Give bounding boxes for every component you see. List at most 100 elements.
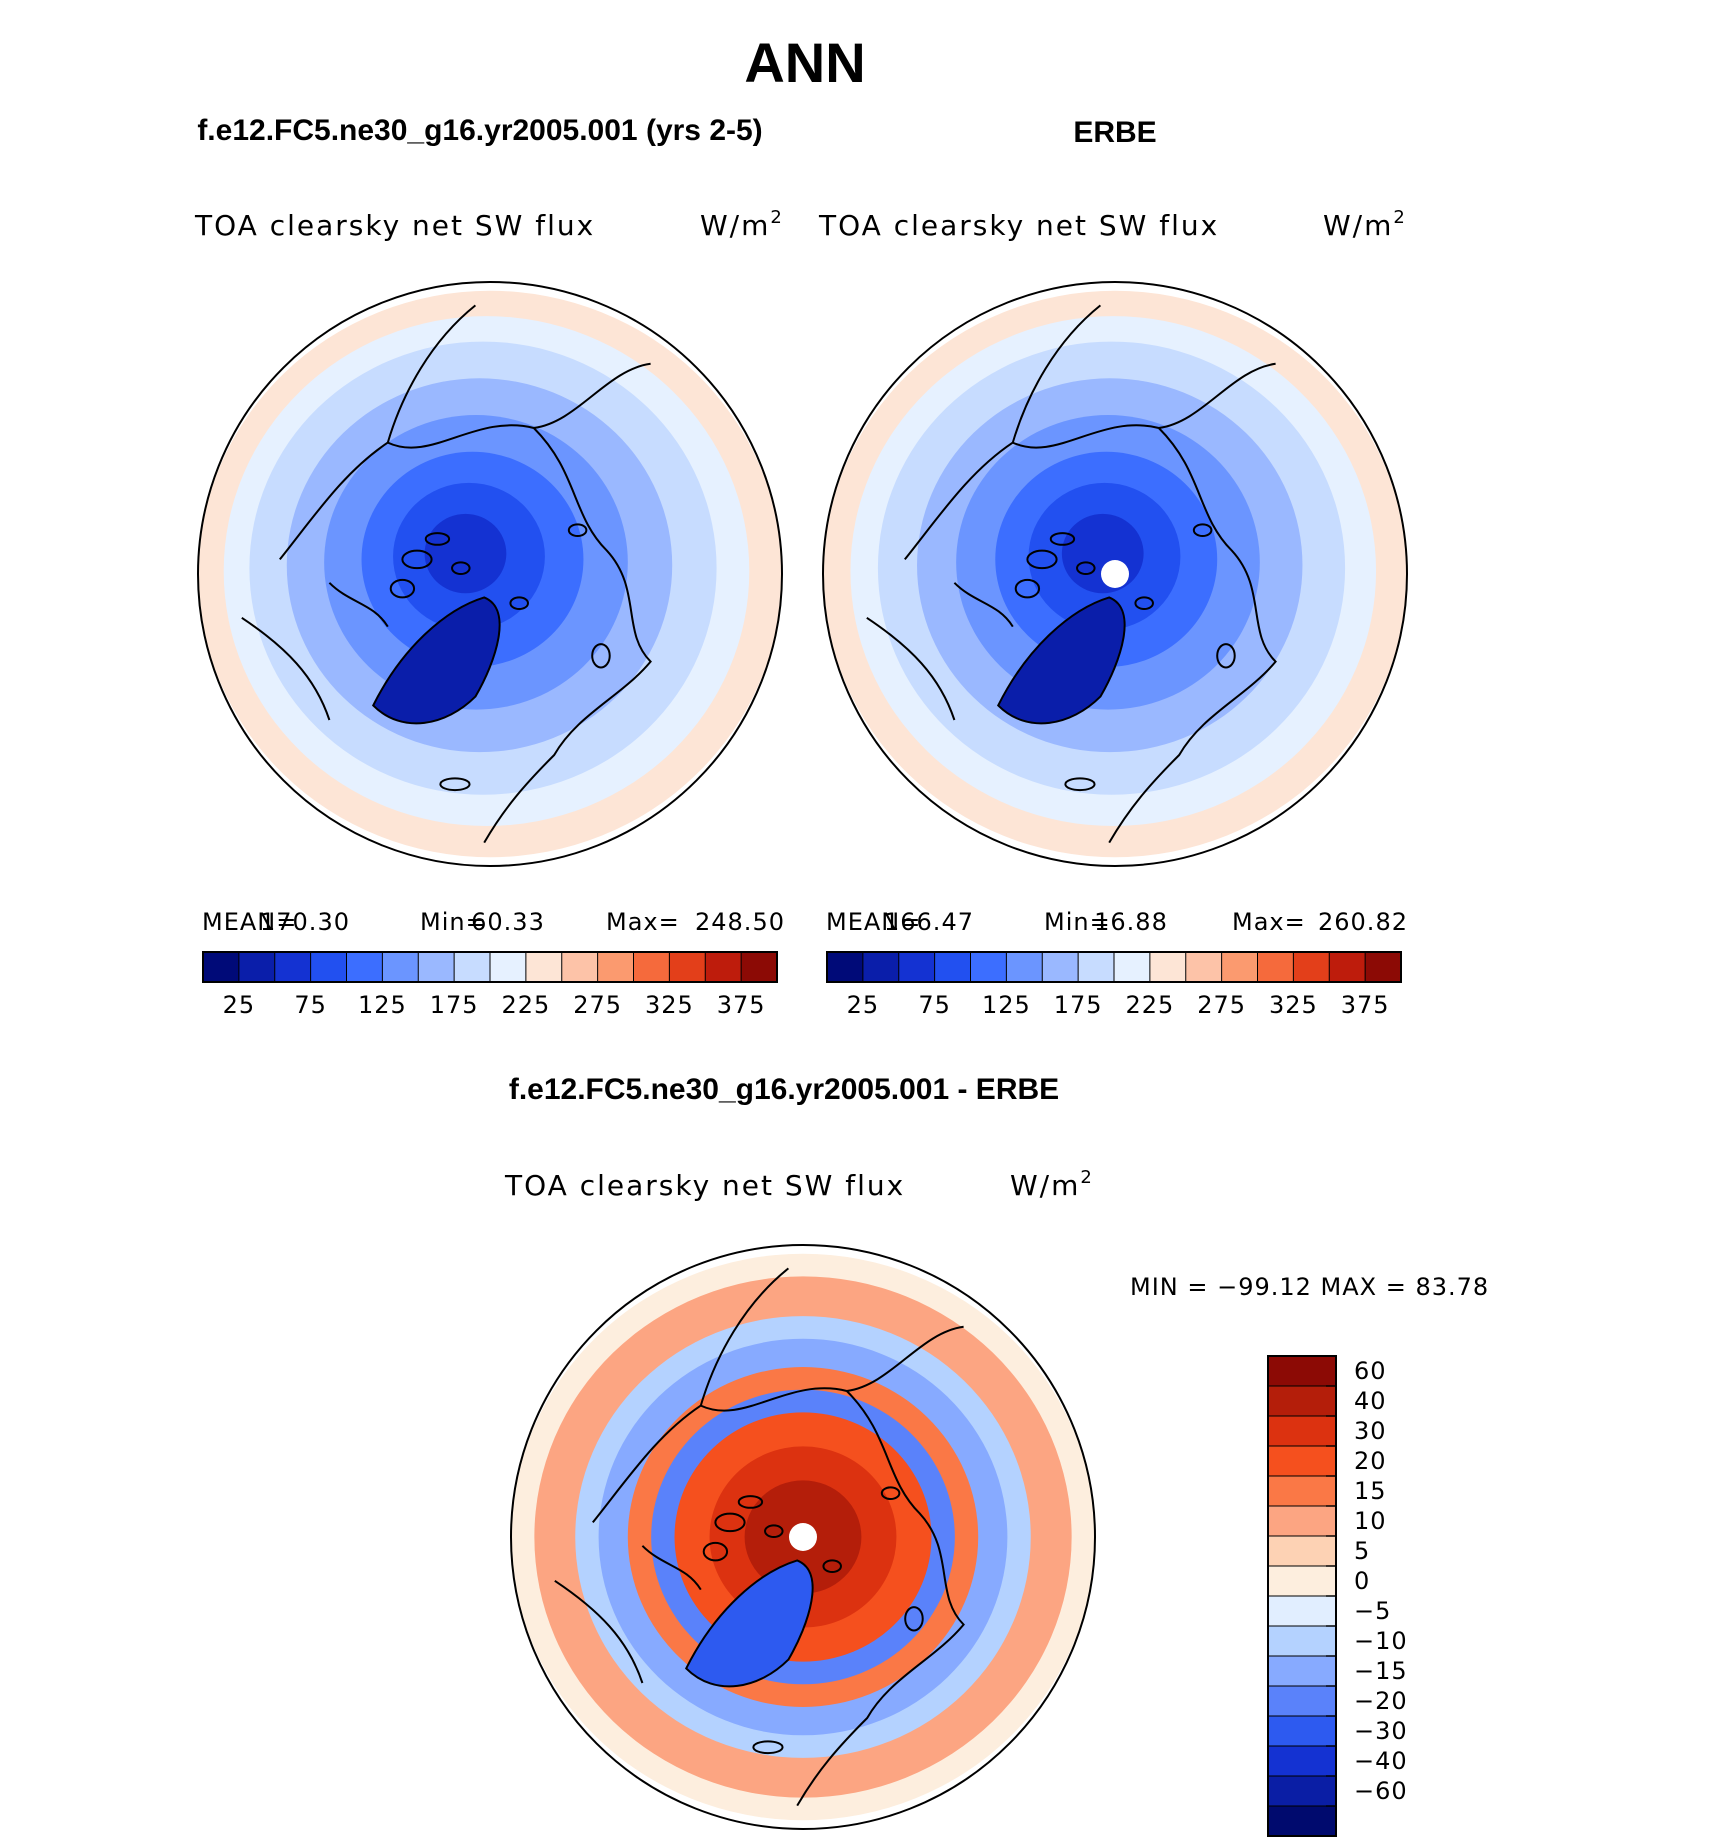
colorbar-tick-label: 30 — [1354, 1417, 1387, 1445]
coastline-island — [714, 1512, 746, 1533]
colorbar-swatch — [633, 951, 671, 983]
colorbar-swatch — [1267, 1595, 1337, 1627]
coastline — [279, 304, 652, 844]
coastline-island — [567, 523, 588, 538]
colorbar-tick-label: 0 — [1354, 1567, 1370, 1595]
colorbar-swatch — [561, 951, 599, 983]
colorbar-swatch — [1267, 1565, 1337, 1597]
colorbar-swatch — [1267, 1475, 1337, 1507]
colorbar-tick-label: −40 — [1354, 1747, 1408, 1775]
colorbar-swatch — [1267, 1385, 1337, 1417]
colorbar-tick-label: 10 — [1354, 1507, 1387, 1535]
coastline — [904, 304, 1277, 844]
coastline-island — [439, 777, 471, 792]
colorbar-swatch — [238, 951, 276, 983]
colorbar-swatch — [1041, 951, 1080, 983]
min-label: Min= — [1044, 908, 1111, 936]
greenland-region — [373, 597, 500, 724]
colorbar-tick-label: −15 — [1354, 1657, 1408, 1685]
colorbar-tick-label: −5 — [1354, 1597, 1391, 1625]
polar-map-2 — [823, 290, 1407, 858]
coastline-island — [764, 1524, 784, 1539]
coastline-island — [1014, 578, 1041, 599]
polar-map-3 — [511, 1253, 1095, 1821]
colorbar-tick-label: 15 — [1354, 1477, 1387, 1505]
colorbar-tick-label: 175 — [1054, 991, 1103, 1019]
colorbar-tick-label: 325 — [1269, 991, 1318, 1019]
min-value: 60.33 — [471, 908, 545, 936]
colorbar-tick-label: 125 — [982, 991, 1031, 1019]
coastline — [592, 1267, 965, 1807]
colorbar-swatch — [1257, 951, 1295, 983]
units-label: W/m2 — [1323, 207, 1407, 242]
colorbar-swatch — [668, 951, 707, 983]
coastline — [241, 582, 389, 721]
colorbar-swatch — [417, 951, 456, 983]
colorbar-tick-label: 60 — [1354, 1357, 1387, 1385]
polar-map-1 — [198, 290, 782, 858]
coastline — [996, 596, 1126, 725]
coastline-island — [401, 549, 433, 570]
variable-label: TOA clearsky net SW flux — [194, 209, 595, 242]
max-value: 248.50 — [695, 908, 785, 936]
colorbar-swatch — [310, 951, 348, 983]
colorbar-swatch — [1328, 951, 1367, 983]
colorbar-tick-label: 225 — [1125, 991, 1174, 1019]
colorbar-swatch — [740, 951, 778, 983]
coastline-island — [1076, 561, 1096, 575]
units-label: W/m2 — [1010, 1167, 1094, 1202]
min-label: Min= — [420, 908, 487, 936]
variable-label: TOA clearsky net SW flux — [818, 209, 1219, 242]
variable-label: TOA clearsky net SW flux — [504, 1169, 905, 1202]
coastline-island — [822, 1559, 842, 1574]
max-value: 260.82 — [1318, 908, 1408, 936]
colorbar-tick-label: 225 — [501, 991, 550, 1019]
colorbar-tick-label: 25 — [223, 991, 256, 1019]
mean-value: 170.30 — [260, 908, 350, 936]
coastline-island — [1134, 596, 1154, 611]
colorbar-swatch — [1267, 1355, 1337, 1387]
colorbar-swatch — [1364, 951, 1402, 983]
colorbar-swatch — [934, 951, 972, 983]
panel-title-1: f.e12.FC5.ne30_g16.yr2005.001 (yrs 2-5) — [197, 114, 762, 147]
colorbar-tick-label: 375 — [1341, 991, 1390, 1019]
colorbar-swatch — [274, 951, 312, 983]
colorbar-swatch — [1267, 1625, 1337, 1657]
coastline-island — [389, 578, 416, 599]
colorbar-swatch — [1185, 951, 1223, 983]
colorbar-swatch — [862, 951, 900, 983]
colorbar-swatch — [1005, 951, 1044, 983]
coastline — [371, 596, 501, 725]
colorbar-swatch — [704, 951, 743, 983]
colorbar-swatch — [1267, 1745, 1337, 1777]
colorbar-swatch — [1267, 1415, 1337, 1447]
units-label: W/m2 — [700, 207, 784, 242]
colorbar-swatch — [898, 951, 936, 983]
colorbar-tick-label: 325 — [645, 991, 694, 1019]
colorbar-swatch — [453, 951, 491, 983]
coastline — [866, 582, 1014, 721]
colorbar-swatch — [826, 951, 864, 983]
coastline-island — [509, 596, 529, 611]
colorbar-swatch — [1267, 1505, 1337, 1537]
colorbar-tick-label: 20 — [1354, 1447, 1387, 1475]
colorbar-tick-label: −60 — [1354, 1777, 1408, 1805]
min-value: 16.88 — [1094, 908, 1168, 936]
colorbar-tick-label: 375 — [717, 991, 766, 1019]
map-border — [197, 281, 783, 867]
max-label: Max= — [606, 908, 680, 936]
colorbar-tick-label: −20 — [1354, 1687, 1408, 1715]
greenland-region — [998, 597, 1125, 724]
colorbar-swatch — [1267, 1685, 1337, 1717]
coastline-island — [1026, 549, 1058, 570]
coastline-island — [1216, 643, 1236, 669]
map-border — [822, 281, 1408, 867]
colorbar-swatch — [381, 951, 420, 983]
colorbar-swatch — [525, 951, 563, 983]
colorbar-tick-label: 25 — [847, 991, 880, 1019]
contour-band — [424, 513, 507, 594]
mean-label: MEAN= — [202, 908, 297, 936]
colorbar-tick-label: −10 — [1354, 1627, 1408, 1655]
colorbar-tick-label: 275 — [573, 991, 622, 1019]
coastline-island — [1064, 777, 1096, 792]
